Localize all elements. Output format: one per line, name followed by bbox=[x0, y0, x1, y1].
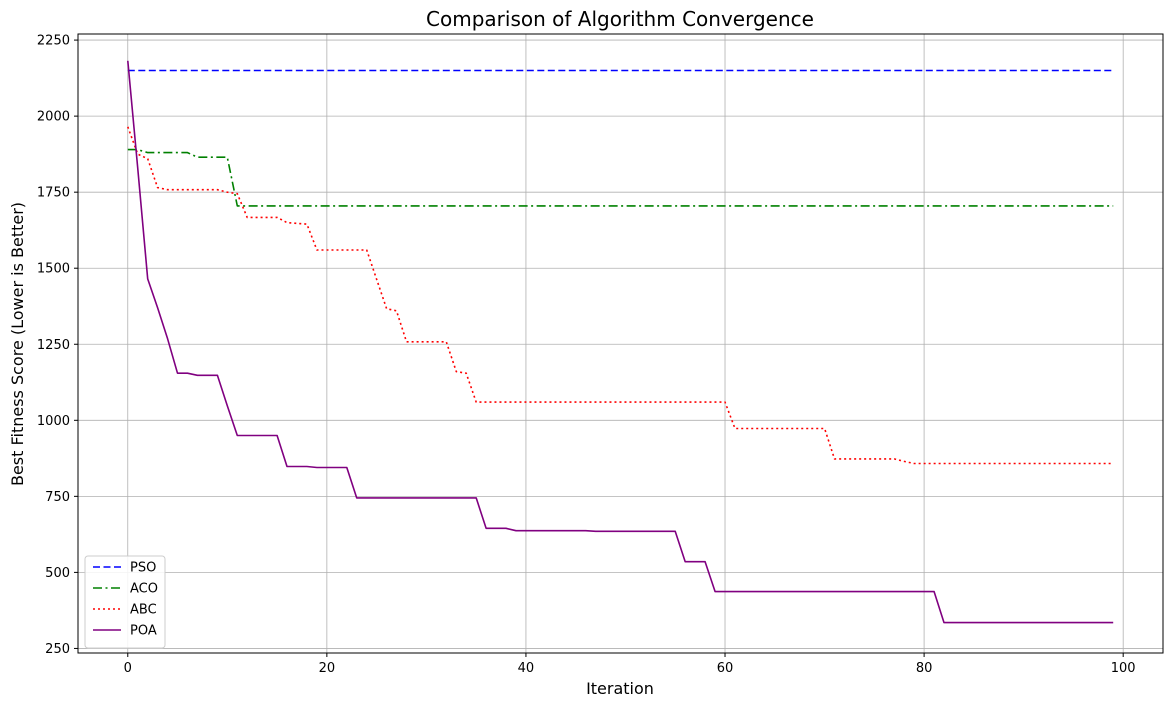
plot-frame bbox=[77, 33, 1164, 654]
y-tick-label: 1750 bbox=[37, 186, 70, 201]
legend-label-aco: ACO bbox=[130, 582, 158, 597]
x-tick-label: 0 bbox=[124, 661, 132, 676]
chart-title: Comparison of Algorithm Convergence bbox=[426, 7, 814, 31]
grid bbox=[78, 34, 1163, 653]
legend-label-poa: POA bbox=[130, 624, 157, 639]
legend-label-pso: PSO bbox=[130, 561, 156, 576]
y-tick-label: 1250 bbox=[37, 338, 70, 353]
x-tick-label: 80 bbox=[916, 661, 933, 676]
series-group bbox=[127, 60, 1114, 624]
x-tick-label: 60 bbox=[717, 661, 734, 676]
y-tick-label: 500 bbox=[45, 566, 70, 581]
y-tick-label: 2000 bbox=[37, 110, 70, 125]
y-tick-label: 750 bbox=[45, 490, 70, 505]
legend-frame bbox=[84, 555, 166, 649]
y-tick-label: 1000 bbox=[37, 414, 70, 429]
x-tick-label: 20 bbox=[319, 661, 336, 676]
y-axis-label: Best Fitness Score (Lower is Better) bbox=[8, 202, 27, 486]
y-tick-label: 250 bbox=[45, 642, 70, 657]
y-tick-label: 2250 bbox=[37, 34, 70, 49]
x-tick-label: 100 bbox=[1111, 661, 1136, 676]
legend-label-abc: ABC bbox=[130, 603, 157, 618]
x-axis-label: Iteration bbox=[586, 679, 654, 698]
ticks: 0 20 40 60 80 100 250 500 750 1000 1250 1500 1750 200… bbox=[37, 34, 1136, 676]
y-tick-label: 1500 bbox=[37, 262, 70, 277]
legend: PSO ACO ABC POA bbox=[84, 555, 166, 649]
series-line-poa bbox=[127, 60, 1114, 624]
x-tick-label: 40 bbox=[518, 661, 535, 676]
